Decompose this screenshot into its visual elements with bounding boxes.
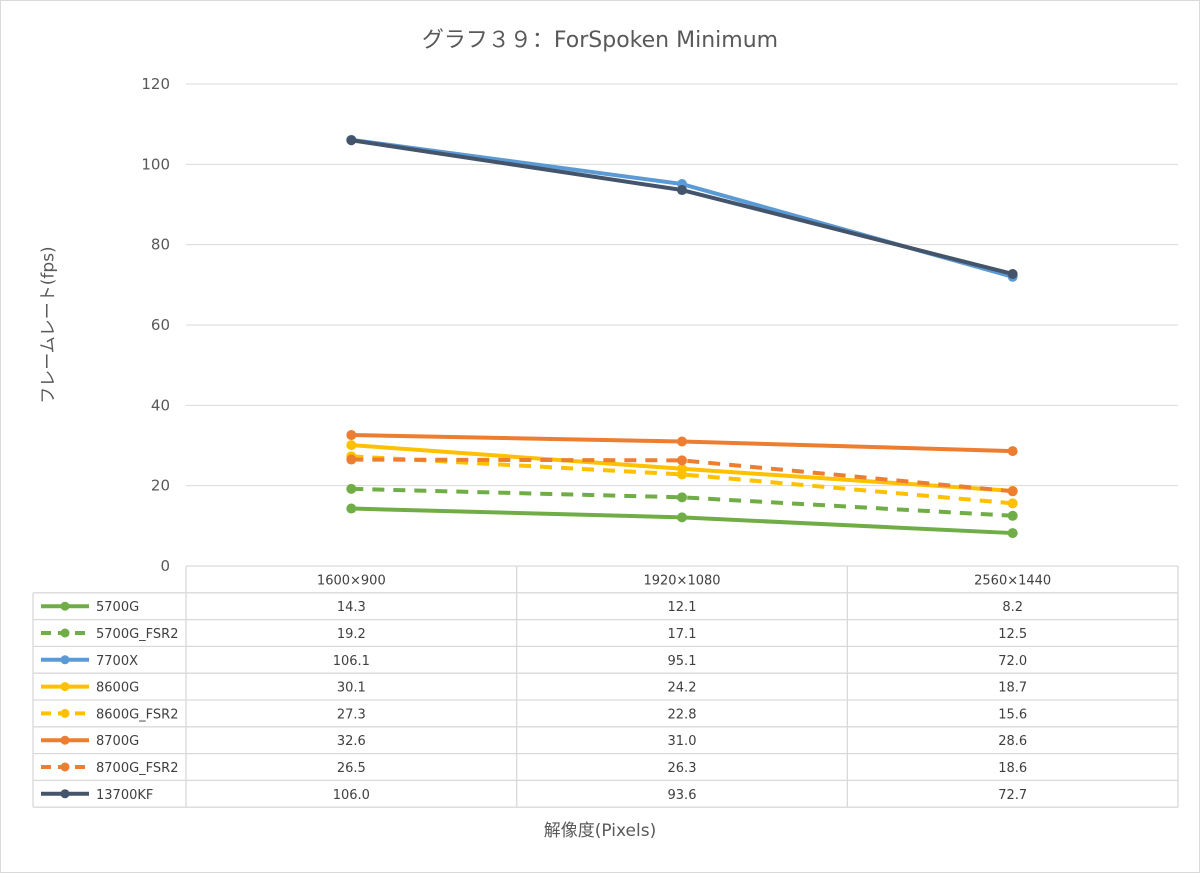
data-point (346, 483, 357, 494)
y-tick-label: 40 (151, 396, 170, 414)
y-tick-labels: 0 20 40 60 80 100 120 (141, 75, 170, 575)
series-name: 5700G (96, 600, 139, 615)
data-label: 93.6 (668, 788, 697, 803)
y-tick-label: 100 (141, 155, 170, 173)
data-label: 106.0 (333, 788, 370, 803)
data-label: 27.3 (337, 707, 366, 722)
data-label: 14.3 (337, 600, 366, 615)
data-label: 12.1 (668, 600, 697, 615)
data-label: 26.3 (668, 761, 697, 776)
series-lines (346, 134, 1018, 539)
data-point (346, 440, 357, 451)
x-tick-label: 2560×1440 (974, 573, 1051, 588)
data-label: 15.6 (998, 707, 1027, 722)
data-label: 72.0 (998, 654, 1027, 669)
data-point (677, 455, 687, 466)
data-table: 1600×900 1920×1080 2560×1440 5700G 14.3 12.1 8… (32, 565, 1179, 808)
data-label: 24.2 (668, 681, 697, 696)
legend-marker (60, 735, 70, 745)
y-tick-label: 120 (141, 75, 170, 93)
x-axis-label: 解像度(Pixels) (543, 821, 657, 841)
data-point (677, 512, 687, 523)
data-label: 95.1 (668, 654, 697, 669)
data-label: 22.8 (668, 707, 697, 722)
data-point (1007, 268, 1018, 279)
data-point (346, 430, 357, 441)
legend-marker (60, 789, 70, 799)
data-label: 26.5 (337, 761, 366, 776)
data-point (346, 135, 357, 146)
series-line (349, 137, 1015, 279)
data-point (1007, 486, 1018, 497)
series-name: 8600G (96, 681, 139, 696)
legend-marker (60, 655, 70, 665)
legend-marker (60, 601, 70, 611)
data-label: 31.0 (668, 734, 697, 749)
y-tick-label: 20 (151, 477, 170, 495)
data-point (1007, 510, 1018, 521)
data-label: 30.1 (337, 681, 366, 696)
data-label: 28.6 (998, 734, 1027, 749)
data-label: 8.2 (1002, 600, 1023, 615)
data-label: 12.5 (998, 627, 1027, 642)
data-point (346, 503, 357, 514)
data-label: 19.2 (337, 627, 366, 642)
data-point (677, 185, 687, 196)
series-name: 8600G_FSR2 (96, 707, 178, 722)
x-tick-label: 1600×900 (317, 573, 386, 588)
legend-marker (60, 708, 70, 718)
data-label: 32.6 (337, 734, 366, 749)
y-tick-label: 0 (160, 557, 170, 575)
data-point (677, 469, 687, 480)
data-label: 18.7 (998, 681, 1027, 696)
data-label: 18.6 (998, 761, 1027, 776)
data-label: 106.1 (333, 654, 370, 669)
data-point (346, 454, 357, 465)
chart-title: グラフ３９：ForSpoken Minimum (421, 28, 779, 53)
data-point (677, 436, 687, 447)
legend-marker (60, 682, 70, 692)
series-name: 13700KF (96, 788, 153, 803)
y-tick-label: 60 (151, 316, 170, 334)
y-tick-label: 80 (151, 236, 170, 254)
series-line (349, 138, 1015, 276)
gridlines (186, 83, 1178, 487)
legend-marker (60, 628, 70, 638)
data-label: 17.1 (668, 627, 697, 642)
series-line (351, 457, 1013, 494)
data-point (1007, 498, 1018, 509)
series-name: 5700G_FSR2 (96, 627, 178, 642)
series-name: 8700G (96, 734, 139, 749)
legend-marker (60, 762, 70, 772)
series-name: 7700X (96, 654, 138, 669)
series-line (351, 486, 1013, 518)
x-tick-label: 1920×1080 (643, 573, 720, 588)
data-point (677, 492, 687, 503)
series-line (351, 454, 1013, 506)
data-point (1007, 446, 1018, 457)
data-label: 72.7 (998, 788, 1027, 803)
data-point (1007, 528, 1018, 539)
series-name: 8700G_FSR2 (96, 761, 178, 776)
